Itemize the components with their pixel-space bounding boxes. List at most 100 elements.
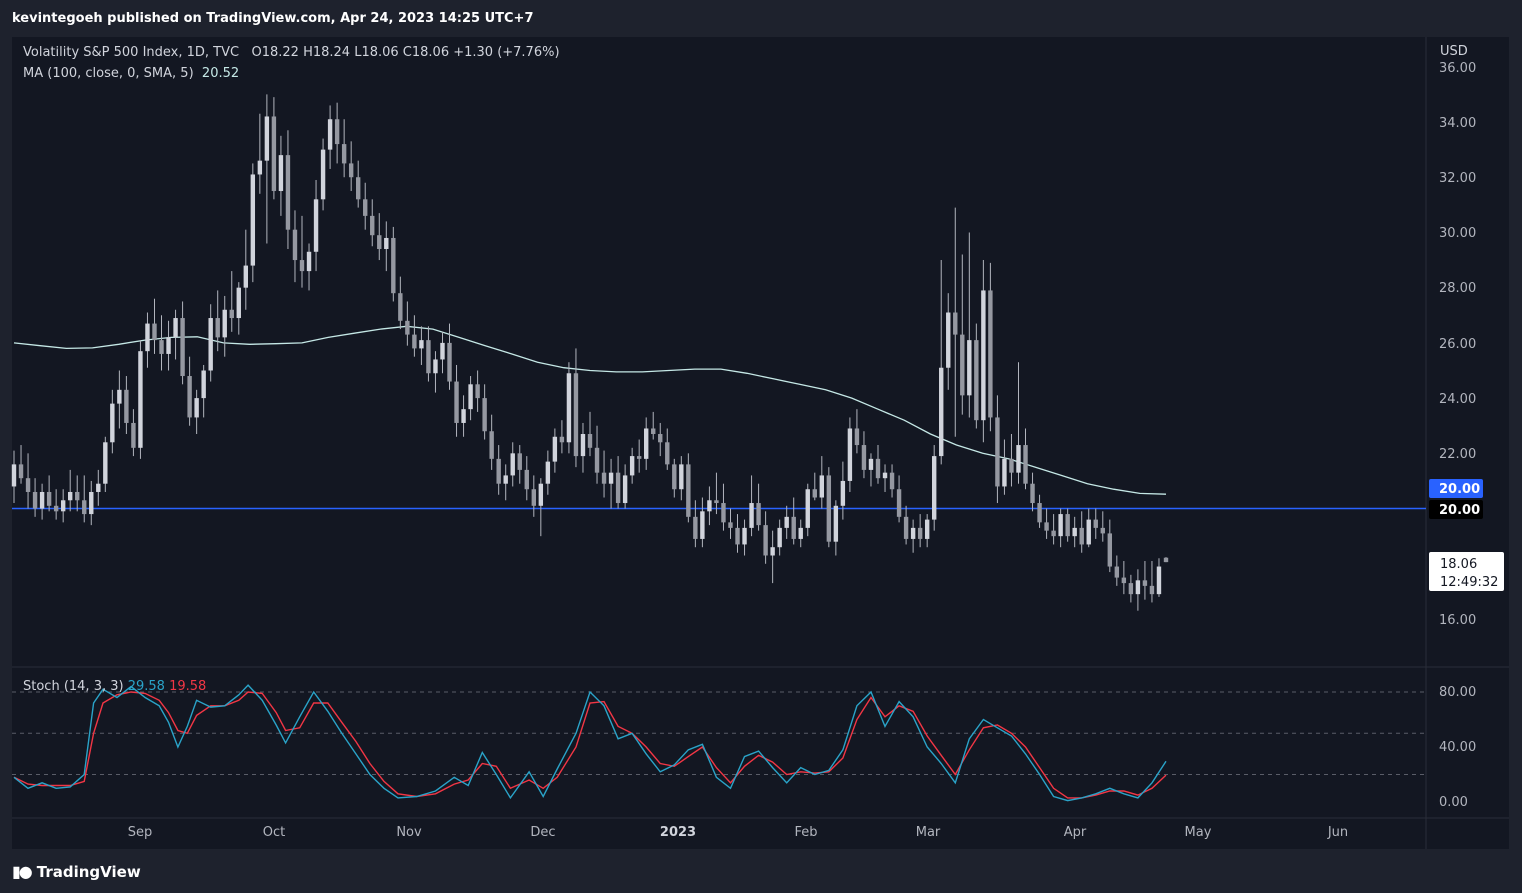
candle-body [1072,527,1077,537]
candle [405,301,410,346]
candle [391,226,396,302]
candle [306,243,312,291]
symbol-legend[interactable]: Volatility S&P 500 Index, 1D, TVC O18.22… [23,45,560,60]
price-tick: 30.00 [1439,226,1476,241]
candle [1121,561,1127,595]
tradingview-logo-icon: ▮● [12,862,33,881]
candle [173,309,178,360]
candle [749,475,754,537]
candle-body [882,472,888,479]
candle-body [1163,557,1169,563]
candle [939,260,944,465]
candle [145,312,150,368]
candle [299,215,305,288]
candle-body [152,323,157,341]
candle [103,436,108,492]
tradingview-logo[interactable]: ▮● TradingView [12,862,141,881]
candle [686,453,691,523]
candle [250,163,256,283]
candle-body [75,491,80,501]
candle [117,370,122,429]
candle [32,478,38,517]
candle-body [531,489,537,506]
candle-body [749,503,754,528]
candle-body [960,334,965,396]
candle-body [756,503,761,526]
candle-body [875,458,881,479]
candle [292,210,298,283]
candle-body [868,458,874,470]
candle-body [517,453,522,470]
candle [412,315,417,357]
candle [1156,558,1162,597]
ma-label: MA (100, close, 0, SMA, 5) [23,66,194,81]
price-tick: 28.00 [1439,281,1476,296]
stoch-legend[interactable]: Stoch (14, 3, 3) 29.58 19.58 [23,679,206,694]
candle [384,221,389,272]
time-tick: May [1185,825,1212,840]
candle [419,326,424,365]
candle [538,478,544,537]
ma-legend[interactable]: MA (100, close, 0, SMA, 5) 20.52 [23,66,239,81]
candle-body [166,337,171,354]
candle [75,475,80,512]
candle-body [939,367,944,457]
price-tick: 34.00 [1439,116,1476,131]
candle-body [180,318,185,377]
candle [1093,508,1098,539]
currency-label: USD [1440,44,1468,59]
candle-body [370,215,375,236]
candle-body [784,516,789,528]
candle [1149,561,1155,603]
candle [988,262,993,432]
candle-body [243,265,249,288]
candle [917,514,923,548]
candle-body [201,370,206,399]
candle-body [412,334,417,349]
candle-body [489,431,494,459]
candle [313,179,319,272]
candle [903,505,909,545]
candle-body [636,456,642,459]
candle [819,456,825,509]
candle-body [384,237,389,250]
candle-body [580,434,586,457]
candle [1016,362,1021,484]
candle [1002,439,1007,495]
brand-name: TradingView [36,862,141,881]
candle [503,464,508,501]
candle [784,505,789,539]
candle-body [194,398,199,418]
candle [981,260,986,443]
candle-body [735,527,740,545]
time-tick: Sep [128,825,153,840]
candle [777,519,782,556]
candle [96,469,101,506]
candle-body [1107,533,1113,567]
candle-body [257,160,263,175]
candle-body [812,489,817,498]
candle [82,475,87,523]
candle-body [1149,585,1155,595]
last-price-label: 18.06 [1440,557,1477,572]
candle-body [608,472,614,484]
candle-body [524,469,529,490]
candle [679,456,684,501]
candle-body [229,309,234,319]
candle-body [419,340,424,349]
candle [1009,434,1014,487]
candle-body [742,527,747,545]
candle-body [924,519,930,539]
candle [791,497,796,545]
candle [152,298,157,354]
candle-body [159,340,164,354]
candle-body [96,483,101,492]
candle-body [320,149,326,200]
price-tick: 32.00 [1439,171,1476,186]
candle-body [292,229,298,261]
candle-body [896,489,902,517]
candle [1023,428,1028,490]
candle-body [348,163,354,178]
candle [840,461,846,520]
